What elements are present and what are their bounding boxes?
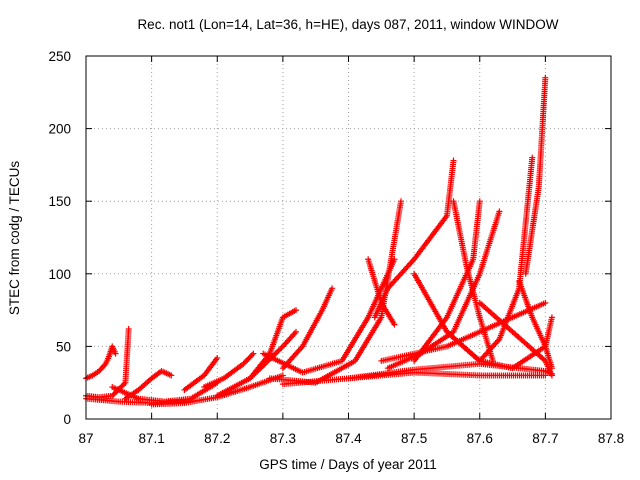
series-arc-11 [279, 285, 336, 372]
data-point [112, 350, 119, 357]
y-tick-label: 50 [56, 339, 71, 354]
data-point [250, 350, 257, 357]
x-tick-label: 87.4 [335, 431, 362, 446]
x-tick-label: 87.7 [532, 431, 558, 446]
series-arc-26 [279, 369, 549, 388]
y-tick-label: 100 [48, 267, 71, 282]
data-point [125, 325, 132, 332]
data-point [542, 299, 549, 306]
series-arc-08 [201, 350, 257, 391]
data-point [391, 256, 398, 263]
grid [85, 55, 612, 420]
y-tick-label: 0 [63, 412, 71, 427]
data-point [111, 390, 118, 397]
x-tick-label: 87 [78, 431, 93, 446]
data-point [548, 314, 555, 321]
data-point [476, 198, 483, 205]
y-tick-label: 250 [48, 49, 71, 64]
data-point [168, 372, 175, 379]
series-arc-15 [371, 157, 457, 321]
data-point [529, 154, 536, 161]
data-point [450, 157, 457, 164]
series-arc-25 [345, 360, 555, 382]
data-point [121, 381, 128, 388]
y-tick-label: 200 [48, 122, 71, 137]
data-series [83, 74, 555, 408]
series-arc-22 [522, 74, 549, 277]
data-point [119, 382, 126, 389]
series-arc-01 [83, 343, 119, 382]
x-tick-label: 87.1 [138, 431, 164, 446]
data-point [293, 328, 299, 335]
chart-title: Rec. not1 (Lon=14, Lat=36, h=HE), days 0… [137, 17, 558, 32]
data-point [496, 208, 503, 215]
data-point [293, 307, 299, 314]
x-tick-label: 87.2 [204, 431, 230, 446]
y-tick-label: 150 [48, 194, 71, 209]
x-tick-labels: 87 87.1 87.2 87.3 87.4 87.5 87.6 87.7 87.8 [78, 431, 624, 446]
series-arc-07 [181, 355, 221, 393]
x-tick-label: 87.6 [467, 431, 493, 446]
x-tick-label: 87.3 [270, 431, 296, 446]
data-point [548, 370, 555, 377]
data-point [329, 285, 336, 292]
data-point [398, 198, 404, 205]
x-tick-label: 87.5 [401, 431, 427, 446]
data-point [109, 392, 116, 399]
data-point [542, 74, 549, 81]
data-point [214, 355, 221, 362]
x-tick-label: 87.8 [598, 431, 624, 446]
y-axis-label: STEC from codg / TECUs [7, 161, 22, 316]
y-tick-labels: 0 50 100 150 200 250 [48, 49, 71, 427]
x-axis-label: GPS time / Days of year 2011 [259, 457, 437, 472]
plot-frame [85, 55, 612, 420]
data-point [110, 391, 117, 398]
data-point [249, 351, 256, 358]
series-arc-27 [378, 299, 549, 364]
series-arc-10 [247, 307, 299, 382]
data-point [391, 321, 398, 328]
data-point [542, 372, 549, 379]
